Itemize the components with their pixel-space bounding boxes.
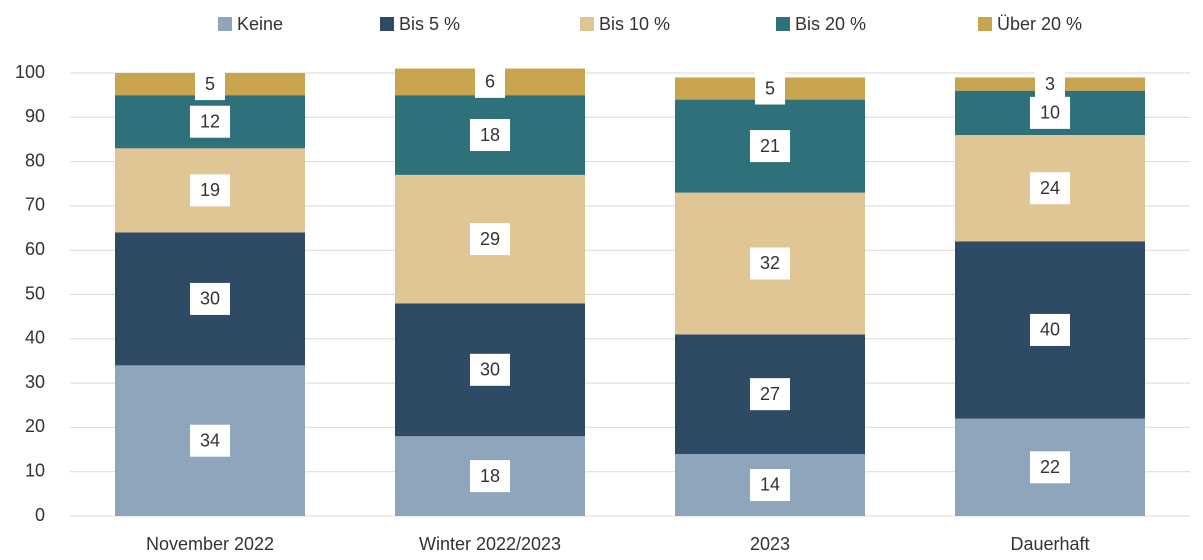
x-tick-label: November 2022 (146, 534, 274, 554)
data-label: 14 (760, 475, 780, 495)
label-box (469, 353, 511, 386)
label-box (749, 378, 791, 411)
legend-swatch (380, 17, 394, 31)
data-label: 27 (760, 384, 780, 404)
label-box (754, 72, 786, 105)
y-tick-label: 100 (15, 62, 45, 82)
label-box (1029, 451, 1071, 484)
label-box (474, 65, 506, 98)
legend-label: Bis 5 % (399, 14, 460, 34)
x-tick-label: 2023 (750, 534, 790, 554)
x-tick-label: Dauerhaft (1010, 534, 1089, 554)
data-label: 5 (765, 78, 775, 98)
data-label: 32 (760, 253, 780, 273)
y-tick-label: 20 (25, 416, 45, 436)
data-label: 30 (480, 360, 500, 380)
y-tick-label: 40 (25, 328, 45, 348)
label-box (194, 68, 226, 101)
label-box (189, 105, 231, 138)
legend-label: Keine (237, 14, 283, 34)
legend-swatch (580, 17, 594, 31)
data-label: 12 (200, 111, 220, 131)
y-tick-label: 70 (25, 195, 45, 215)
label-box (749, 247, 791, 280)
y-tick-label: 90 (25, 106, 45, 126)
y-tick-label: 80 (25, 150, 45, 170)
data-label: 10 (1040, 103, 1060, 123)
label-box (189, 424, 231, 457)
data-label: 29 (480, 229, 500, 249)
data-label: 5 (205, 74, 215, 94)
y-tick-label: 0 (35, 505, 45, 525)
legend-label: Bis 20 % (795, 14, 866, 34)
legend-swatch (218, 17, 232, 31)
label-box (1029, 172, 1071, 205)
legend-swatch (776, 17, 790, 31)
legend-swatch (978, 17, 992, 31)
y-tick-label: 30 (25, 372, 45, 392)
y-tick-label: 50 (25, 283, 45, 303)
data-label: 18 (480, 125, 500, 145)
data-label: 3 (1045, 74, 1055, 94)
legend-label: Über 20 % (997, 14, 1082, 34)
data-label: 24 (1040, 178, 1060, 198)
y-tick-label: 60 (25, 239, 45, 259)
data-label: 18 (480, 466, 500, 486)
label-box (1034, 68, 1066, 101)
label-box (1029, 96, 1071, 129)
label-box (469, 223, 511, 256)
data-label: 6 (485, 72, 495, 92)
label-box (749, 468, 791, 501)
y-tick-label: 10 (25, 460, 45, 480)
data-label: 22 (1040, 457, 1060, 477)
label-box (1029, 313, 1071, 346)
data-label: 40 (1040, 320, 1060, 340)
x-tick-label: Winter 2022/2023 (419, 534, 561, 554)
data-label: 19 (200, 180, 220, 200)
label-box (469, 119, 511, 152)
label-box (469, 460, 511, 493)
data-label: 21 (760, 136, 780, 156)
label-box (189, 282, 231, 315)
label-box (189, 174, 231, 207)
data-label: 34 (200, 430, 220, 450)
data-label: 30 (200, 289, 220, 309)
label-box (749, 130, 791, 163)
legend-label: Bis 10 % (599, 14, 670, 34)
